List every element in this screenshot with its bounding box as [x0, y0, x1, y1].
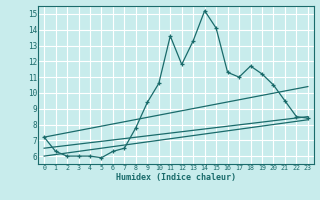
- X-axis label: Humidex (Indice chaleur): Humidex (Indice chaleur): [116, 173, 236, 182]
